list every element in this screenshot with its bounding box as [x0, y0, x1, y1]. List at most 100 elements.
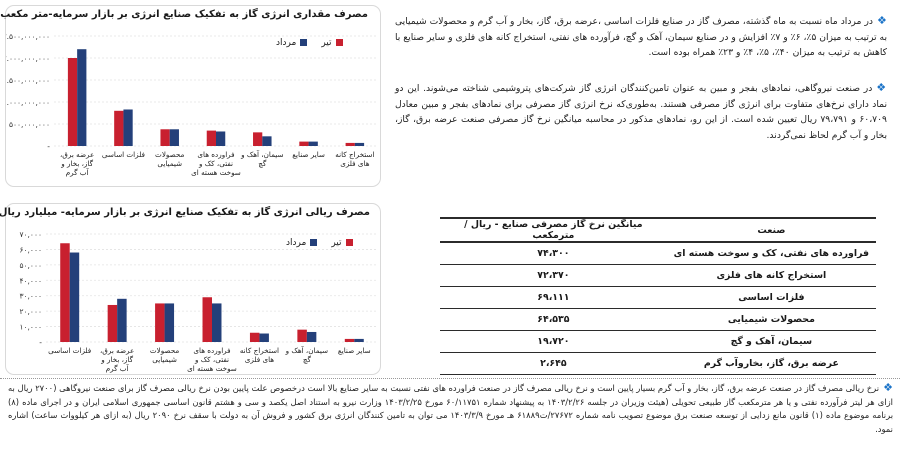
table-row: عرضه برق، گاز، بخاروآب گرم ۲،۶۴۵ — [440, 352, 876, 375]
chart1-xtick: استخراج کانه — [335, 150, 374, 159]
chart1-xtick: سیمان، آهک و — [240, 149, 283, 159]
chart2-xtick: شیمیایی — [152, 355, 177, 364]
chart1-plot: ۲.۵۰۰,۰۰۰,۰۰۰ ۲.۰۰۰,۰۰۰,۰۰۰ ۱.۵۰۰,۰۰۰,۰۰۰ ۱… — [6, 32, 378, 177]
chart1-xtick: های فلزی — [340, 159, 370, 168]
chart1-bar — [299, 141, 309, 146]
chart1-xtick: فلزات اساسی — [102, 150, 145, 159]
chart1-ytick: ۲.۰۰۰,۰۰۰,۰۰۰ — [6, 54, 50, 63]
chart2-xtick: سیمان، آهک و — [285, 345, 328, 355]
chart1-xtick: سوخت هسته ای — [191, 168, 241, 177]
diamond-bullet-icon: ❖ — [877, 14, 887, 27]
chart1-ytick: ۱.۰۰۰,۰۰۰,۰۰۰ — [6, 98, 50, 107]
chart2-bar — [297, 329, 307, 342]
footnote-divider — [0, 378, 900, 379]
table-cell-industry: عرضه برق، گاز، بخاروآب گرم — [666, 352, 876, 375]
chart1-legend-s2: مرداد — [276, 38, 308, 48]
table-cell-rate: ۶۴،۵۳۵ — [440, 308, 667, 331]
chart1-bar — [253, 132, 263, 146]
chart2-title: مصرف ریالی انرژی گاز به تفکیک صنایع انرژ… — [0, 207, 370, 218]
chart1-bar — [67, 58, 78, 146]
chart2-xtick: استخراج کانه — [240, 346, 279, 355]
chart1-xtick: گچ — [258, 159, 267, 168]
chart1-bar — [216, 131, 226, 146]
table-cell-rate: ۷۲،۳۷۰ — [440, 264, 667, 287]
chart2-xtick: سایر صنایع — [338, 346, 371, 355]
table-cell-industry: سیمان، آهک و گچ — [666, 330, 876, 353]
chart1-bar — [206, 130, 216, 146]
chart1-ytick: - — [47, 142, 50, 151]
chart2-ytick: ۷۰,۰۰۰ — [19, 230, 42, 239]
chart2-ytick: - — [39, 338, 42, 347]
table-row: محصولات شیمیایی ۶۴،۵۳۵ — [440, 308, 876, 331]
chart1-ytick: ۲.۵۰۰,۰۰۰,۰۰۰ — [6, 32, 50, 41]
table-cell-industry: محصولات شیمیایی — [666, 308, 876, 331]
chart1-legend-s1: تیر — [321, 38, 343, 48]
chart1-xtick: عرضه برق، — [60, 150, 94, 159]
chart2-ytick: ۳۰,۰۰۰ — [19, 292, 42, 301]
chart1-bar — [262, 136, 272, 146]
chart2-bar — [155, 303, 165, 342]
table-header-row: صنعت میانگین نرخ گاز مصرفی صنایع - ریال … — [440, 217, 876, 243]
chart1-bar — [354, 142, 365, 146]
chart2-xtick: نفتی، کک و — [194, 355, 229, 364]
table-cell-industry: فراورده های نفتی، کک و سوخت هسته ای — [666, 242, 876, 265]
chart1-panel: مصرف مقداری انرژی گاز به تفکیک صنایع انر… — [0, 5, 381, 187]
chart2-xtick: گچ — [303, 355, 312, 364]
paragraph-2: ❖در صنعت نیروگاهی، نمادهای بفجر و مبین ب… — [395, 81, 887, 141]
chart2-panel: مصرف ریالی انرژی گاز به تفکیک صنایع انرژ… — [0, 203, 381, 375]
chart2-xtick: های فلزی — [245, 355, 275, 364]
chart2-xtick: گاز، بخار و — [100, 355, 133, 364]
diamond-bullet-icon: ❖ — [876, 81, 887, 94]
chart2-ytick: ۲۰,۰۰۰ — [19, 307, 42, 316]
chart2-bar — [60, 243, 70, 342]
chart2-bar — [117, 298, 127, 342]
table-cell-industry: استخراج کانه های فلزی — [666, 264, 876, 287]
chart1-bar — [308, 141, 318, 146]
table-cell-rate: ۶۹،۱۱۱ — [440, 286, 667, 309]
chart1-ytick: ۵۰۰,۰۰۰,۰۰۰ — [9, 120, 50, 129]
chart1-legend: تیر مرداد — [276, 38, 343, 48]
chart2-xtick: فلزات اساسی — [48, 346, 91, 355]
chart1-xtick: فراورده های — [197, 150, 234, 159]
table-row: سیمان، آهک و گچ ۱۹،۷۲۰ — [440, 330, 876, 353]
table-cell-industry: فلزات اساسی — [666, 286, 876, 309]
table-row: فلزات اساسی ۶۹،۱۱۱ — [440, 286, 876, 309]
chart2-xtick: فراورده های — [193, 346, 230, 355]
chart2-legend: تیر مرداد — [286, 238, 353, 248]
chart1-bar — [169, 129, 179, 146]
chart2-bar — [259, 333, 269, 342]
chart2-bar — [306, 331, 317, 342]
diamond-bullet-icon: ❖ — [883, 381, 893, 394]
table-cell-rate: ۲،۶۴۵ — [440, 352, 667, 375]
chart1-bar — [77, 49, 87, 147]
chart2-ytick: ۱۰,۰۰۰ — [19, 323, 42, 332]
chart1-xtick: آب گرم — [66, 167, 90, 177]
chart1-xtick: سایر صنایع — [292, 150, 325, 159]
chart2-ytick: ۵۰,۰۰۰ — [19, 261, 42, 270]
chart2-xtick: عرضه برق، — [100, 346, 134, 355]
chart2-bar — [354, 338, 364, 342]
table-cell-rate: ۱۹،۷۲۰ — [440, 330, 667, 353]
chart2-legend-s1: تیر — [331, 238, 353, 248]
chart1-title: مصرف مقداری انرژی گاز به تفکیک صنایع انر… — [0, 9, 368, 20]
chart2-bar — [212, 303, 222, 342]
chart1-xtick: شیمیایی — [157, 159, 182, 168]
chart2-ytick: ۶۰,۰۰۰ — [19, 245, 42, 254]
footnote: ❖نرخ ریالی مصرف گاز در صنعت عرضه برق، گا… — [8, 381, 894, 434]
chart1-bar — [114, 110, 124, 146]
chart2-bar — [164, 303, 175, 342]
table-row: استخراج کانه های فلزی ۷۲،۳۷۰ — [440, 264, 876, 287]
chart1-bar — [123, 109, 133, 146]
paragraph-1: ❖در مرداد ماه نسبت به ماه گذشته، مصرف گا… — [395, 14, 888, 59]
chart2-plot: ۷۰,۰۰۰ ۶۰,۰۰۰ ۵۰,۰۰۰ ۴۰,۰۰۰ ۳۰,۰۰۰ ۲۰,۰۰۰ ۱۰,۰… — [19, 230, 378, 373]
chart2-xtick: محصولات — [150, 346, 179, 355]
chart1-xtick: محصولات — [155, 150, 184, 159]
table-header-rate: میانگین نرخ گاز مصرفی صنایع - ریال / متر… — [440, 217, 667, 243]
chart1-xtick: نفتی، کک و — [198, 159, 233, 168]
table-cell-rate: ۷۴،۳۰۰ — [440, 242, 667, 265]
chart2-bar — [69, 252, 80, 342]
chart1-xtick: گاز، بخار و — [60, 159, 93, 168]
chart2-xtick: آب گرم — [106, 363, 130, 373]
chart1-ytick: ۱.۵۰۰,۰۰۰,۰۰۰ — [6, 76, 50, 85]
table-row: فراورده های نفتی، کک و سوخت هسته ای ۷۴،۳۰… — [440, 242, 876, 265]
